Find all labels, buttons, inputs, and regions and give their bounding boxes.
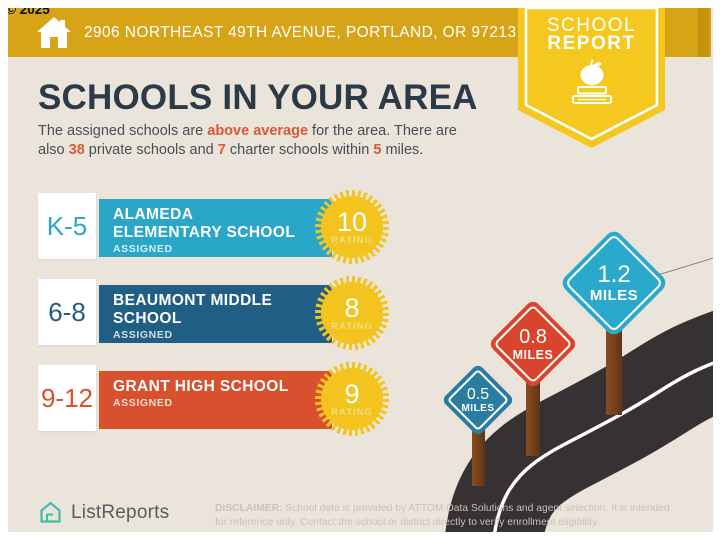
distance-value: 1.2 xyxy=(597,261,631,288)
rating-value: 8 xyxy=(344,292,360,323)
disclaimer-label: DISCLAIMER: xyxy=(215,503,283,514)
assigned-label: ASSIGNED xyxy=(113,397,173,409)
rating-label: RATING xyxy=(331,234,373,246)
property-address: 2906 NORTHEAST 49TH AVENUE, PORTLAND, OR… xyxy=(84,23,517,41)
rating-label: RATING xyxy=(331,406,373,418)
assigned-label: ASSIGNED xyxy=(113,243,173,255)
sign-post xyxy=(606,320,622,415)
sign-post xyxy=(472,424,485,486)
school-row-elementary: K-5 ALAMEDA ELEMENTARY SCHOOL ASSIGNED 1… xyxy=(8,190,408,267)
count-miles: 5 xyxy=(373,142,382,158)
content-area: DISCLAIMER: School data is provided by A… xyxy=(8,8,713,532)
rating-seal: 8 RATING xyxy=(315,276,389,350)
disclaimer-text: DISCLAIMER: School data is provided by A… xyxy=(215,503,670,528)
rating-label: RATING xyxy=(331,320,373,332)
school-bar: GRANT HIGH SCHOOL ASSIGNED xyxy=(99,371,332,429)
school-bar: ALAMEDA ELEMENTARY SCHOOL ASSIGNED xyxy=(99,199,332,257)
distance-value: 0.8 xyxy=(519,325,547,348)
highlight-above-average: above average xyxy=(207,123,309,139)
address-bar-edge xyxy=(698,8,709,57)
rating-seal: 9 RATING xyxy=(315,362,389,436)
rating-value: 10 xyxy=(336,206,368,237)
school-report-badge: SCHOOL REPORT xyxy=(518,8,665,150)
apple-book-icon xyxy=(572,59,612,104)
count-charter-schools: 7 xyxy=(217,142,226,158)
listreports-logo: ListReports xyxy=(38,500,169,525)
distance-sign-12-miles: 1.2 MILES xyxy=(558,227,670,339)
distance-unit: MILES xyxy=(461,403,495,414)
copyright-watermark: © 2025 xyxy=(8,8,50,17)
school-row-high: 9-12 GRANT HIGH SCHOOL ASSIGNED 9 RATING xyxy=(8,362,408,439)
distance-value: 0.5 xyxy=(466,386,490,403)
count-private-schools: 38 xyxy=(68,142,85,158)
badge-title: SCHOOL REPORT xyxy=(546,15,637,54)
assigned-label: ASSIGNED xyxy=(113,329,173,341)
grade-range-badge: 9-12 xyxy=(38,365,96,431)
school-row-middle: 6-8 BEAUMONT MIDDLE SCHOOL ASSIGNED 8 RA… xyxy=(8,276,408,353)
sign-post xyxy=(526,374,540,456)
brand-name: ListReports xyxy=(71,501,170,523)
listreports-house-icon xyxy=(40,501,61,523)
page-title: SCHOOLS IN YOUR AREA xyxy=(38,78,478,117)
school-name: ALAMEDA ELEMENTARY SCHOOL xyxy=(113,206,296,241)
distance-unit: MILES xyxy=(589,287,639,304)
distance-unit: MILES xyxy=(512,347,554,362)
intro-paragraph: The assigned schools are above average f… xyxy=(38,123,457,158)
school-name: GRANT HIGH SCHOOL xyxy=(113,378,289,395)
grade-range-badge: K-5 xyxy=(38,193,96,259)
home-icon xyxy=(37,17,71,48)
rating-value: 9 xyxy=(344,378,360,409)
school-bar: BEAUMONT MIDDLE SCHOOL ASSIGNED xyxy=(99,285,332,343)
rating-seal: 10 RATING xyxy=(315,190,389,264)
distance-sign-08-miles: 0.8 MILES xyxy=(487,298,579,390)
school-name: BEAUMONT MIDDLE SCHOOL xyxy=(113,292,273,327)
distance-sign-05-miles: 0.5 MILES xyxy=(441,363,515,437)
grade-range-badge: 6-8 xyxy=(38,279,96,345)
